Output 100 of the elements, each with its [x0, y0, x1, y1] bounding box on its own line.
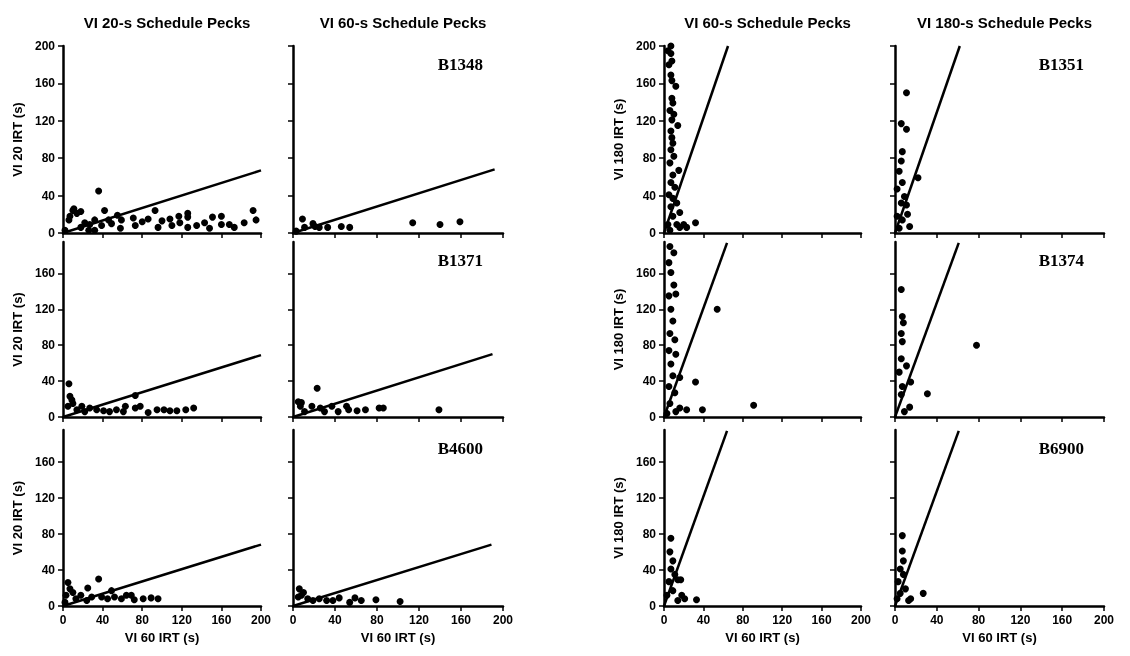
point — [315, 595, 323, 603]
point — [436, 221, 444, 229]
point — [131, 222, 139, 230]
x-tick-label: 160 — [211, 613, 232, 627]
point — [668, 134, 676, 142]
y-tick-label: 0 — [48, 599, 56, 613]
point — [665, 347, 673, 355]
point — [154, 223, 162, 231]
point — [667, 534, 675, 542]
x-axis-title: VI 60 IRT (s) — [124, 629, 200, 645]
point — [93, 406, 101, 414]
point — [106, 408, 114, 416]
point — [329, 597, 337, 605]
y-tick-label: 160 — [34, 454, 56, 469]
point — [131, 391, 139, 399]
annotation: B1374 — [1038, 251, 1085, 270]
x-axis-title: VI 60 IRT (s) — [725, 629, 800, 645]
y-tick-label: 40 — [41, 188, 56, 203]
point — [900, 408, 908, 416]
point — [240, 219, 248, 227]
point — [98, 222, 106, 230]
y-tick-label: 40 — [642, 562, 657, 577]
x-tick-label: 40 — [328, 613, 342, 627]
y-axis-title: VI 180 IRT (s) — [611, 288, 627, 371]
point — [73, 406, 81, 414]
x-tick-label: 160 — [811, 613, 832, 627]
y-axis-title: VI 20 IRT (s) — [10, 292, 26, 367]
y-tick-label: 0 — [649, 410, 657, 424]
point — [104, 595, 112, 603]
y-tick-label: 0 — [649, 226, 657, 240]
point — [670, 152, 678, 160]
point — [86, 404, 94, 412]
point — [353, 407, 361, 415]
point — [130, 596, 138, 604]
y-tick-label: 40 — [41, 374, 56, 389]
point — [669, 171, 677, 179]
point — [108, 220, 116, 228]
point — [897, 355, 905, 363]
point — [898, 312, 906, 320]
point — [693, 596, 700, 604]
point — [713, 305, 721, 313]
point — [95, 575, 103, 583]
point — [346, 223, 354, 231]
point — [903, 201, 910, 209]
point — [309, 597, 317, 605]
point — [119, 408, 127, 416]
point — [301, 408, 309, 416]
y-axis-title: VI 180 IRT (s) — [611, 98, 627, 181]
point — [896, 589, 904, 597]
x-tick-label: 80 — [971, 613, 986, 627]
y-tick-label: 120 — [635, 490, 657, 505]
point — [334, 408, 342, 416]
point — [100, 407, 108, 415]
y-tick-label: 40 — [642, 188, 657, 203]
point — [898, 382, 906, 390]
point — [175, 212, 183, 220]
point — [351, 594, 359, 602]
point — [98, 593, 106, 601]
point — [901, 585, 909, 593]
y-tick-label: 120 — [635, 113, 657, 128]
point — [672, 408, 680, 416]
y-tick-label: 40 — [642, 374, 657, 389]
point — [182, 406, 190, 414]
point — [88, 593, 96, 601]
point — [209, 213, 216, 221]
point — [903, 125, 910, 133]
point — [899, 570, 907, 578]
y-axis-title: VI 20 IRT (s) — [10, 480, 26, 556]
point — [249, 207, 257, 215]
point — [77, 208, 85, 215]
x-tick-label: 0 — [289, 613, 297, 627]
y-tick-label: 200 — [34, 39, 56, 53]
point — [665, 382, 673, 390]
x-tick-label: 200 — [250, 613, 272, 627]
point — [973, 341, 981, 349]
point — [328, 402, 336, 410]
point — [81, 408, 89, 416]
x-tick-label: 200 — [492, 613, 514, 627]
y-tick-label: 0 — [649, 599, 657, 613]
point — [672, 290, 680, 298]
point — [308, 402, 316, 410]
point — [337, 222, 345, 230]
x-tick-label: 120 — [772, 613, 793, 627]
x-tick-label: 120 — [1010, 613, 1031, 627]
point — [230, 223, 238, 231]
point — [409, 219, 417, 227]
point — [906, 403, 914, 411]
point — [173, 407, 181, 415]
annotation: B6900 — [1038, 439, 1084, 458]
point — [298, 215, 306, 223]
point — [904, 210, 912, 218]
point — [116, 224, 124, 232]
point — [669, 557, 677, 565]
point — [698, 406, 706, 414]
point — [101, 207, 109, 215]
y-tick-label: 160 — [635, 76, 657, 91]
point — [667, 269, 675, 277]
point — [895, 167, 903, 175]
point — [670, 249, 678, 257]
point — [77, 223, 85, 231]
